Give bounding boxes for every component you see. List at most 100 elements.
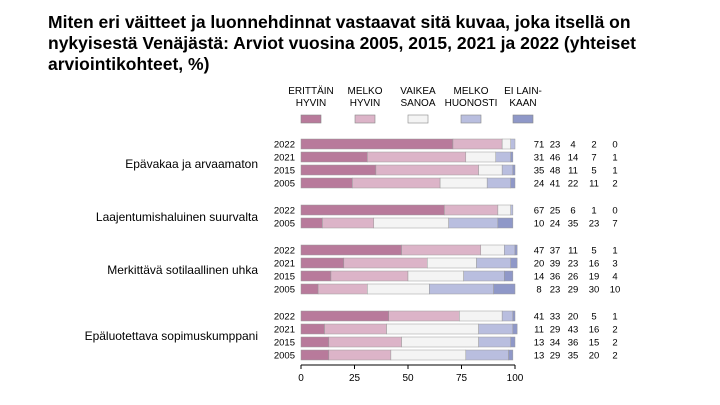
data-value: 0 xyxy=(612,206,617,217)
data-value: 67 xyxy=(534,206,545,217)
data-value: 36 xyxy=(568,338,579,349)
year-label: 2021 xyxy=(274,259,295,270)
data-value: 35 xyxy=(534,166,545,177)
bar-segment xyxy=(429,283,494,295)
data-value: 1 xyxy=(612,166,617,177)
year-label: 2015 xyxy=(274,338,295,349)
bar-segment xyxy=(324,323,387,335)
bar-segment xyxy=(300,349,330,361)
bar-segment xyxy=(510,151,514,163)
bar-segment xyxy=(510,204,514,216)
data-value: 5 xyxy=(591,246,596,257)
x-tick-label: 50 xyxy=(402,373,414,384)
bar-segment xyxy=(501,164,514,176)
bar-segment xyxy=(300,177,353,189)
data-value: 23 xyxy=(550,140,561,151)
bar-segment xyxy=(512,164,516,176)
legend-label: HYVIN xyxy=(350,98,381,109)
x-tick-label: 75 xyxy=(456,373,468,384)
data-value: 16 xyxy=(589,259,600,270)
data-value: 20 xyxy=(589,351,600,362)
year-label: 2022 xyxy=(274,140,295,151)
bar-segment xyxy=(300,164,377,176)
bar-segment xyxy=(300,217,323,229)
bar-segment xyxy=(448,217,499,229)
year-label: 2015 xyxy=(274,272,295,283)
bar-segment xyxy=(386,323,479,335)
legend-label: MELKO xyxy=(347,86,382,97)
legend-label: VAIKEA xyxy=(400,86,436,97)
data-value: 11 xyxy=(534,325,544,336)
group-label: Epävakaa ja arvaamaton xyxy=(125,157,258,171)
data-value: 46 xyxy=(550,153,561,164)
bar-segment xyxy=(478,323,514,335)
year-label: 2022 xyxy=(274,206,295,217)
data-value: 37 xyxy=(550,246,561,257)
data-value: 35 xyxy=(568,351,579,362)
bar-segment xyxy=(300,204,445,216)
data-value: 19 xyxy=(589,272,600,283)
bar-segment xyxy=(497,204,511,216)
data-value: 2 xyxy=(612,351,617,362)
bar-segment xyxy=(427,257,477,269)
bar-segment xyxy=(367,151,467,163)
bar-segment xyxy=(512,310,516,322)
bar-segment xyxy=(300,138,454,150)
legend-label: EI LAIN- xyxy=(504,86,542,97)
bar-segment xyxy=(504,244,516,256)
bar-segment xyxy=(501,138,511,150)
data-value: 34 xyxy=(550,338,561,349)
data-value: 5 xyxy=(591,312,596,323)
bar-segment xyxy=(486,177,511,189)
data-value: 71 xyxy=(534,140,545,151)
legend-label: HUONOSTI xyxy=(445,98,498,109)
data-value: 48 xyxy=(550,166,561,177)
data-value: 41 xyxy=(550,179,561,190)
data-value: 11 xyxy=(568,166,578,177)
data-value: 2 xyxy=(612,325,617,336)
legend-swatch xyxy=(512,114,534,124)
data-value: 26 xyxy=(568,272,579,283)
data-value: 16 xyxy=(589,325,600,336)
bar-segment xyxy=(373,217,449,229)
data-value: 2 xyxy=(612,338,617,349)
data-value: 11 xyxy=(589,179,599,190)
data-value: 2 xyxy=(591,140,596,151)
bar-segment xyxy=(375,164,479,176)
bar-segment xyxy=(512,323,518,335)
x-tick-label: 25 xyxy=(349,373,361,384)
bar-segment xyxy=(504,270,514,282)
bar-segment xyxy=(465,151,496,163)
bar-segment xyxy=(390,349,467,361)
legend-label: HYVIN xyxy=(296,98,327,109)
legend-label: ERITTÄIN xyxy=(288,85,334,97)
data-value: 0 xyxy=(612,140,617,151)
bar-segment xyxy=(514,244,518,256)
data-value: 14 xyxy=(534,272,545,283)
data-value: 15 xyxy=(589,338,600,349)
data-value: 33 xyxy=(550,312,561,323)
bar-segment xyxy=(388,310,460,322)
bar-segment xyxy=(300,283,319,295)
data-value: 4 xyxy=(612,272,617,283)
data-value: 13 xyxy=(534,351,545,362)
data-value: 10 xyxy=(610,285,621,296)
bar-segment xyxy=(322,217,375,229)
bar-segment xyxy=(300,336,330,348)
year-label: 2015 xyxy=(274,166,295,177)
data-value: 1 xyxy=(591,206,596,217)
bar-segment xyxy=(300,323,325,335)
bar-segment xyxy=(501,310,514,322)
data-value: 1 xyxy=(612,153,617,164)
bar-segment xyxy=(401,244,482,256)
legend-label: MELKO xyxy=(453,86,488,97)
data-value: 23 xyxy=(550,285,561,296)
legend-label: SANOA xyxy=(400,98,435,109)
bar-segment xyxy=(367,283,430,295)
data-value: 8 xyxy=(536,285,541,296)
year-label: 2005 xyxy=(274,219,295,230)
data-value: 1 xyxy=(612,312,617,323)
year-label: 2022 xyxy=(274,312,295,323)
bar-segment xyxy=(330,270,409,282)
group-label: Epäluotettava sopimuskumppani xyxy=(85,329,258,343)
